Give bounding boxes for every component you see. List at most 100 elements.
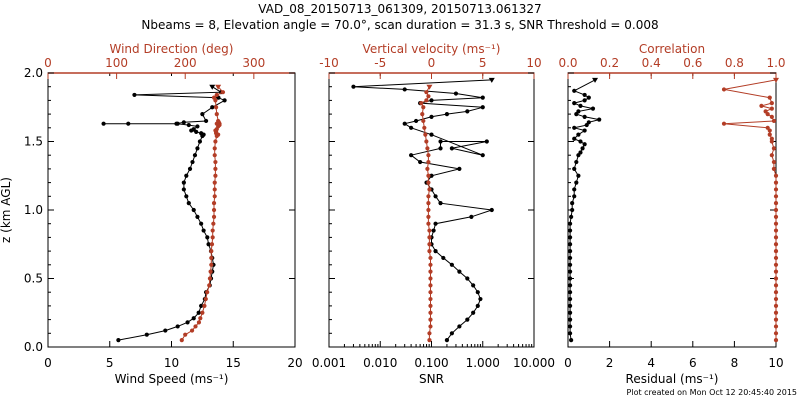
bottom-axis-tick-label: 8 — [731, 356, 739, 370]
series-point — [773, 255, 779, 261]
series-point — [199, 131, 204, 136]
panel-1-frame — [47, 72, 296, 348]
series-point — [428, 283, 433, 288]
series-point — [773, 324, 779, 329]
series-point — [567, 249, 573, 254]
series-point — [567, 296, 573, 302]
panel-2: 0.001 0.010 0.100 1.000 10.000 SNR -10 -5 0 5 10 Ve… — [312, 42, 555, 386]
series-point — [773, 310, 779, 315]
series-point — [431, 228, 436, 233]
series-point — [569, 214, 574, 219]
series-point — [721, 87, 727, 92]
series-point — [213, 139, 218, 144]
series-point — [773, 296, 779, 302]
series-point — [567, 303, 573, 308]
series-point — [457, 269, 462, 274]
series-point — [191, 127, 196, 132]
series-point — [426, 159, 431, 165]
series-point — [209, 249, 214, 254]
bottom-axis-tick-label: 0 — [44, 356, 52, 370]
series-point — [144, 332, 149, 337]
series-point — [582, 142, 587, 147]
series-point — [421, 105, 426, 110]
series-point — [427, 338, 432, 343]
series-point — [572, 194, 577, 199]
series-point — [212, 153, 217, 158]
series-point — [428, 296, 433, 302]
series-point — [567, 262, 573, 267]
series-point — [449, 262, 454, 267]
top-axis-tick-label: 300 — [242, 56, 265, 70]
series-point — [578, 103, 583, 108]
series-point — [773, 317, 779, 322]
series-point — [771, 159, 777, 165]
series-point — [211, 201, 217, 206]
series-point — [184, 173, 189, 178]
series-point — [419, 101, 424, 106]
top-axis-tick-label: 0.4 — [642, 56, 661, 70]
series-point — [421, 118, 426, 124]
series-point — [132, 92, 137, 98]
series-point — [190, 159, 195, 165]
bottom-axis-tick-label: 10 — [164, 356, 179, 370]
series-point — [567, 310, 573, 315]
series-point — [438, 146, 443, 151]
series-point — [220, 90, 226, 95]
series-point — [574, 159, 579, 165]
series-point — [590, 106, 596, 111]
series-point — [189, 328, 195, 333]
series-snr — [351, 77, 495, 343]
series-point — [567, 324, 573, 329]
top-axis-tick-label: 200 — [174, 56, 197, 70]
series-point — [428, 262, 433, 267]
series-point — [773, 173, 779, 178]
series-point — [771, 166, 777, 171]
bottom-axis-label: SNR — [419, 372, 444, 386]
series-point — [186, 201, 191, 206]
series-point — [773, 283, 779, 288]
series-point — [409, 125, 414, 130]
series-point — [773, 201, 779, 206]
series-point — [196, 310, 201, 315]
series-point — [449, 146, 454, 151]
bottom-axis-tick-label: 1.000 — [466, 356, 500, 370]
series-point — [471, 283, 476, 288]
series-point — [572, 125, 577, 130]
series-point — [213, 105, 219, 110]
series-point — [773, 194, 779, 199]
y-axis-label: z (km AGL) — [0, 177, 13, 243]
series-point — [427, 249, 432, 254]
series-point — [197, 139, 203, 144]
bottom-axis-tick-label: 10.000 — [513, 356, 555, 370]
series-point — [213, 166, 218, 171]
bottom-axis-tick-label: 0 — [564, 356, 572, 370]
series-point — [428, 317, 433, 322]
series-point — [478, 296, 483, 302]
series-point — [214, 92, 219, 98]
series-point — [202, 303, 207, 308]
series-point — [773, 221, 779, 226]
series-point — [181, 120, 186, 125]
series-point — [441, 255, 446, 261]
series-point — [199, 303, 204, 308]
series-point — [179, 338, 184, 343]
series-point — [426, 94, 431, 99]
series-point — [428, 303, 433, 308]
series-point — [212, 194, 217, 199]
series-point — [194, 129, 199, 135]
series-point — [582, 128, 587, 133]
series-point — [184, 194, 189, 199]
series-point — [200, 112, 205, 117]
panel-3: 0 2 4 6 8 10 Residual (ms⁻¹) 0.0 0.2 0.4 0.6 0.8 1.0… — [558, 42, 785, 386]
series-point — [216, 118, 221, 124]
y-axis-tick-label: 1.0 — [24, 203, 43, 217]
series-point — [426, 173, 431, 178]
series-point — [567, 283, 573, 288]
plot-footer-timestamp: Plot created on Mon Oct 12 20:45:40 2015 — [627, 388, 797, 397]
series-point — [428, 324, 433, 329]
series-point — [126, 121, 131, 126]
series-line — [420, 86, 431, 341]
series-point — [769, 153, 774, 158]
series-point — [769, 106, 774, 111]
